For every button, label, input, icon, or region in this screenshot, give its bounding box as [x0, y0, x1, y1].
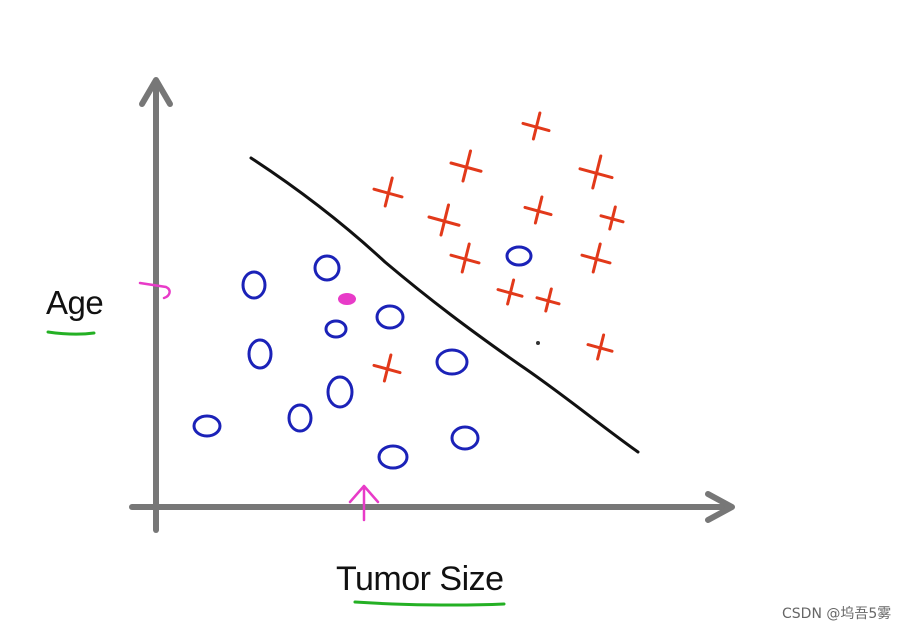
- o-mark-icon: [377, 444, 409, 470]
- stray-dot: [536, 341, 540, 345]
- highlight-dot: [338, 293, 356, 305]
- size-pointer-arrow: [348, 484, 380, 522]
- o-mark-icon: [450, 425, 480, 451]
- negative-samples: [192, 245, 533, 470]
- y-axis-label: Age: [46, 284, 104, 321]
- o-mark-icon: [505, 245, 533, 267]
- o-mark-icon: [313, 254, 341, 282]
- decision-boundary-line: [249, 156, 640, 454]
- x-mark-icon: [449, 149, 483, 183]
- x-mark-icon: [496, 278, 524, 306]
- o-mark-icon: [192, 414, 222, 438]
- o-mark-icon: [241, 270, 267, 300]
- x-mark-icon: [449, 242, 481, 274]
- x-mark-icon: [523, 195, 553, 225]
- x-mark-icon: [427, 203, 461, 237]
- axes: [129, 77, 735, 533]
- tumor-size-underline: [353, 600, 506, 607]
- o-mark-icon: [247, 338, 273, 370]
- x-axis-label: Tumor Size: [336, 560, 504, 598]
- x-mark-icon: [372, 353, 402, 383]
- y-axis-arrowhead: [139, 77, 173, 107]
- x-mark-icon: [372, 176, 404, 208]
- x-mark-icon: [586, 333, 614, 361]
- watermark-text: CSDN @坞吾5雾: [782, 606, 892, 622]
- o-mark-icon: [287, 403, 313, 433]
- positive-samples: [372, 111, 625, 383]
- x-mark-icon: [580, 242, 612, 274]
- o-mark-icon: [375, 304, 405, 330]
- age-pointer-arrow: [138, 281, 171, 300]
- x-axis-arrowhead: [705, 491, 735, 523]
- x-mark-icon: [599, 205, 625, 231]
- x-mark-icon: [521, 111, 551, 141]
- x-mark-icon: [535, 287, 561, 313]
- x-mark-icon: [578, 154, 614, 190]
- o-mark-icon: [326, 375, 354, 409]
- o-mark-icon: [435, 348, 469, 376]
- o-mark-icon: [324, 319, 348, 339]
- age-underline: [46, 330, 96, 336]
- highlight-arrows: [138, 281, 380, 522]
